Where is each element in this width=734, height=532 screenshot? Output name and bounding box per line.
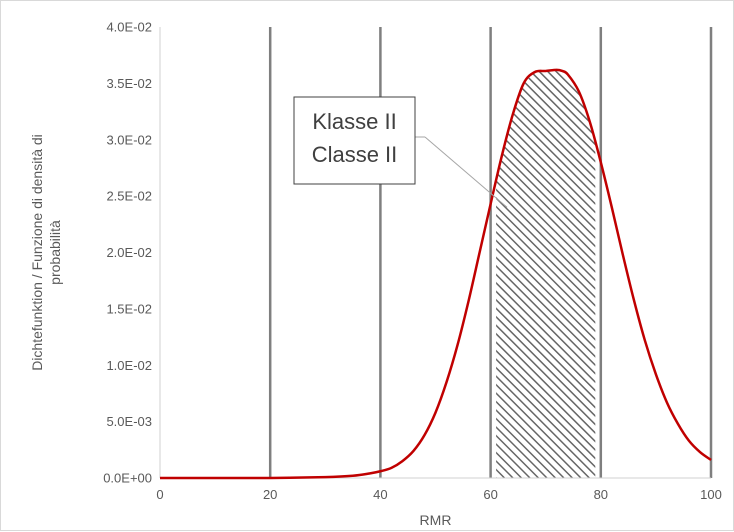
y-tick-labels: 0.0E+00 5.0E-03 1.0E-02 1.5E-02 2.0E-02 2.5E-…: [103, 20, 152, 486]
x-tick-label: 0: [156, 487, 163, 502]
series-group: [160, 68, 712, 480]
vertical-gridlines: [268, 27, 713, 478]
y-axis-title-line: probabilità: [47, 220, 63, 285]
y-tick-label: 2.0E-02: [106, 245, 152, 260]
x-axis-title: RMR: [420, 512, 452, 528]
x-tick-label: 40: [373, 487, 387, 502]
callout-annotation: Klasse II Classe II: [293, 96, 508, 208]
callout-text-line: Klasse II: [312, 109, 396, 134]
x-tick-labels: 0 20 40 60 80 100: [156, 487, 721, 502]
callout-leader-line: [424, 136, 508, 208]
y-tick-label: 1.0E-02: [106, 358, 152, 373]
callout-box: [293, 96, 416, 185]
callout-text-line: Classe II: [312, 142, 398, 167]
y-tick-label: 2.5E-02: [106, 189, 152, 204]
y-tick-label: 1.5E-02: [106, 301, 152, 316]
y-tick-label: 5.0E-03: [106, 414, 152, 429]
x-tick-label: 60: [483, 487, 497, 502]
y-tick-label: 4.0E-02: [106, 20, 152, 35]
y-tick-label: 3.5E-02: [106, 76, 152, 91]
y-tick-label: 3.0E-02: [106, 132, 152, 147]
x-tick-label: 80: [594, 487, 608, 502]
x-tick-label: 20: [263, 487, 277, 502]
x-tick-label: 100: [700, 487, 722, 502]
y-tick-label: 0.0E+00: [103, 471, 152, 486]
series-line: [160, 68, 712, 480]
shaded-area: [496, 69, 596, 478]
y-axis-title: Dichtefunktion / Funzione di densità di p…: [29, 134, 63, 371]
y-axis-title-line: Dichtefunktion / Funzione di densità di: [29, 134, 45, 371]
shaded-region-class-ii: [496, 69, 596, 478]
